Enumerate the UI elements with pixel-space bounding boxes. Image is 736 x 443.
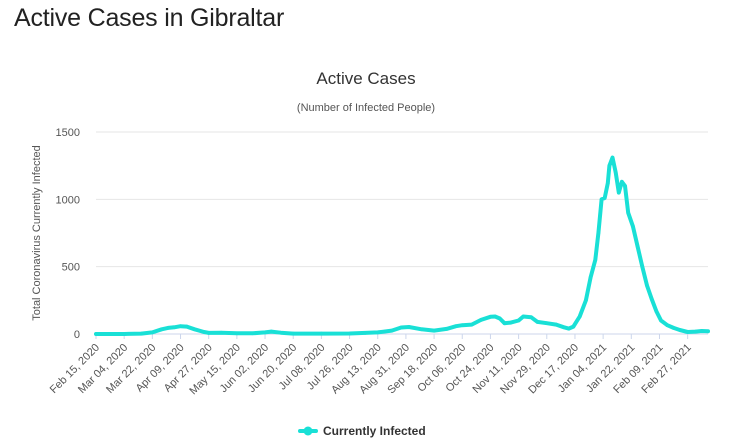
data-point-0-73 bbox=[693, 329, 698, 334]
data-point-0-50 bbox=[593, 258, 598, 262]
data-point-0-28 bbox=[444, 327, 449, 331]
data-point-0-17 bbox=[278, 330, 283, 335]
data-point-0-39 bbox=[521, 314, 526, 319]
data-point-0-72 bbox=[685, 330, 690, 334]
data-point-0-60 bbox=[623, 184, 627, 188]
data-point-0-29 bbox=[454, 324, 458, 329]
data-point-0-18 bbox=[291, 331, 296, 336]
chart-title: Active Cases bbox=[316, 69, 415, 88]
data-point-0-44 bbox=[562, 325, 566, 330]
data-point-0-24 bbox=[399, 325, 404, 330]
data-point-0-3 bbox=[150, 330, 155, 335]
y-tick-label-3: 1500 bbox=[56, 127, 80, 139]
data-point-0-56 bbox=[610, 155, 615, 160]
y-axis-ticks: 0 500 1000 1500 bbox=[56, 127, 80, 341]
data-point-0-0 bbox=[94, 332, 98, 336]
data-point-0-16 bbox=[269, 329, 274, 334]
data-point-0-70 bbox=[671, 326, 676, 330]
data-point-0-11 bbox=[206, 331, 211, 335]
data-point-0-49 bbox=[588, 275, 593, 280]
data-point-0-43 bbox=[554, 322, 558, 327]
data-point-0-5 bbox=[166, 326, 170, 330]
data-point-0-66 bbox=[649, 297, 654, 301]
data-point-0-59 bbox=[620, 180, 624, 184]
data-point-0-21 bbox=[363, 331, 368, 335]
data-point-0-57 bbox=[613, 170, 618, 175]
data-point-0-68 bbox=[659, 318, 663, 323]
data-point-0-30 bbox=[460, 323, 465, 328]
data-point-0-31 bbox=[469, 322, 474, 327]
data-point-0-4 bbox=[159, 327, 164, 332]
data-point-0-48 bbox=[584, 298, 588, 303]
legend-label: Currently Infected bbox=[323, 424, 426, 438]
data-point-0-22 bbox=[375, 330, 380, 335]
data-point-0-27 bbox=[432, 328, 436, 333]
data-point-0-13 bbox=[235, 331, 239, 336]
y-tick-label-2: 1000 bbox=[56, 194, 80, 206]
data-point-0-36 bbox=[502, 321, 507, 326]
series-line-0 bbox=[94, 155, 710, 336]
data-point-0-61 bbox=[626, 211, 630, 215]
data-point-0-67 bbox=[654, 309, 659, 313]
data-point-0-37 bbox=[509, 320, 513, 325]
data-point-0-74 bbox=[699, 329, 704, 333]
data-point-0-35 bbox=[498, 316, 502, 321]
data-point-0-20 bbox=[347, 331, 352, 336]
data-point-0-25 bbox=[407, 325, 411, 329]
data-point-0-54 bbox=[606, 181, 610, 185]
data-point-0-8 bbox=[185, 324, 189, 329]
data-point-0-1 bbox=[122, 332, 126, 336]
data-point-0-33 bbox=[488, 315, 493, 319]
page-heading: Active Cases in Gibraltar bbox=[14, 4, 285, 32]
data-point-0-51 bbox=[596, 231, 601, 235]
data-point-0-9 bbox=[192, 327, 197, 332]
data-point-0-6 bbox=[172, 325, 177, 330]
data-point-0-71 bbox=[678, 328, 682, 332]
legend[interactable]: Currently Infected bbox=[298, 424, 426, 438]
data-point-0-75 bbox=[706, 329, 710, 334]
data-point-0-55 bbox=[607, 163, 612, 168]
data-point-0-19 bbox=[319, 331, 324, 336]
data-point-0-69 bbox=[665, 323, 670, 328]
gridlines bbox=[96, 131, 708, 268]
data-point-0-63 bbox=[635, 244, 640, 249]
data-point-0-7 bbox=[178, 324, 183, 329]
y-tick-label-0: 0 bbox=[74, 329, 80, 341]
data-point-0-23 bbox=[390, 328, 394, 333]
data-point-0-42 bbox=[545, 321, 549, 326]
data-point-0-38 bbox=[516, 318, 521, 323]
data-point-0-46 bbox=[571, 324, 576, 329]
data-point-0-2 bbox=[139, 331, 144, 336]
data-point-0-65 bbox=[645, 283, 649, 288]
data-point-0-15 bbox=[263, 330, 267, 335]
chart-subtitle: (Number of Infected People) bbox=[297, 102, 435, 114]
legend-marker-swatch bbox=[303, 426, 313, 436]
data-point-0-58 bbox=[617, 190, 621, 195]
data-point-0-45 bbox=[566, 326, 571, 331]
data-point-0-41 bbox=[535, 320, 540, 324]
data-point-0-34 bbox=[493, 314, 497, 319]
data-point-0-26 bbox=[419, 327, 424, 332]
data-point-0-62 bbox=[631, 224, 635, 229]
data-point-0-10 bbox=[202, 330, 206, 334]
data-point-0-52 bbox=[599, 197, 604, 202]
data-point-0-40 bbox=[529, 315, 533, 320]
data-point-0-53 bbox=[602, 196, 607, 200]
data-point-0-47 bbox=[577, 314, 582, 319]
data-point-0-12 bbox=[219, 330, 223, 335]
data-point-0-64 bbox=[640, 264, 645, 269]
data-point-0-14 bbox=[250, 331, 255, 336]
series-layer bbox=[94, 155, 710, 336]
data-point-0-32 bbox=[479, 318, 483, 322]
y-axis-label: Total Coronavirus Currently Infected bbox=[31, 145, 43, 320]
y-tick-label-1: 500 bbox=[62, 262, 80, 274]
